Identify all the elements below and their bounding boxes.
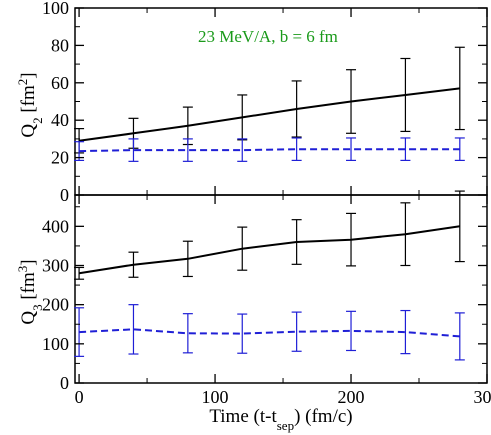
top-y-title-main: Q xyxy=(18,124,39,138)
bottom-y-tick-label: 100 xyxy=(42,334,69,354)
top-series-blue-line xyxy=(79,148,460,153)
x-tick-label: 300 xyxy=(474,387,491,407)
x-title-main: Time (t-t xyxy=(209,406,277,427)
top-y-title-unit-power: 2 xyxy=(15,79,30,86)
x-title-tail: ) (fm/c) xyxy=(294,406,353,427)
top-series-black-line xyxy=(78,87,460,142)
top-y-axis-title: Q2 [fm2] xyxy=(15,72,45,137)
bottom-y-title-unit-power: 3 xyxy=(15,266,30,273)
x-tick-label: 100 xyxy=(202,387,229,407)
bottom-y-title-sub: 3 xyxy=(30,304,45,311)
top-y-title-unit: [fm xyxy=(18,85,39,117)
top-panel-marks xyxy=(74,46,465,162)
top-y-tick-label: 60 xyxy=(51,73,69,93)
bottom-panel-axis: 0 100 200 300 400 0 100 200 300 xyxy=(42,195,491,407)
top-annotation: 23 MeV/A, b = 6 fm xyxy=(198,27,338,46)
bottom-y-tick-label: 200 xyxy=(42,295,69,315)
bottom-y-title-unit-close: ] xyxy=(18,259,39,265)
top-y-tick-label: 100 xyxy=(42,0,69,18)
top-panel-axis: 0 20 40 60 80 100 xyxy=(42,0,488,205)
bottom-panel-marks xyxy=(74,190,465,361)
bottom-panel: 01002003004000100200300 Q3 [fm3] Time (t… xyxy=(15,190,491,433)
bottom-series-black-line xyxy=(78,225,460,275)
top-y-tick-label: 80 xyxy=(51,35,69,55)
bottom-y-tick-label: 300 xyxy=(42,256,69,276)
top-y-title-unit-close: ] xyxy=(18,72,39,78)
bottom-panel-frame xyxy=(74,194,488,384)
bottom-y-axis-title: Q3 [fm3] xyxy=(15,259,45,324)
bottom-series-blue-line xyxy=(79,328,460,338)
bottom-y-tick-label: 400 xyxy=(42,216,69,236)
bottom-y-tick-label: 0 xyxy=(60,373,69,393)
top-y-tick-label: 20 xyxy=(51,148,69,168)
top-y-title-sub: 2 xyxy=(30,117,45,124)
bottom-y-title-main: Q xyxy=(18,311,39,325)
x-tick-label: 0 xyxy=(75,387,84,407)
bottom-y-title-unit: [fm xyxy=(18,272,39,304)
top-y-tick-label: 40 xyxy=(51,110,69,130)
top-y-tick-label: 0 xyxy=(60,185,69,205)
x-axis-title: Time (t-tsep) (fm/c) xyxy=(209,406,352,433)
x-tick-label: 200 xyxy=(338,387,365,407)
x-title-sub: sep xyxy=(277,418,294,433)
